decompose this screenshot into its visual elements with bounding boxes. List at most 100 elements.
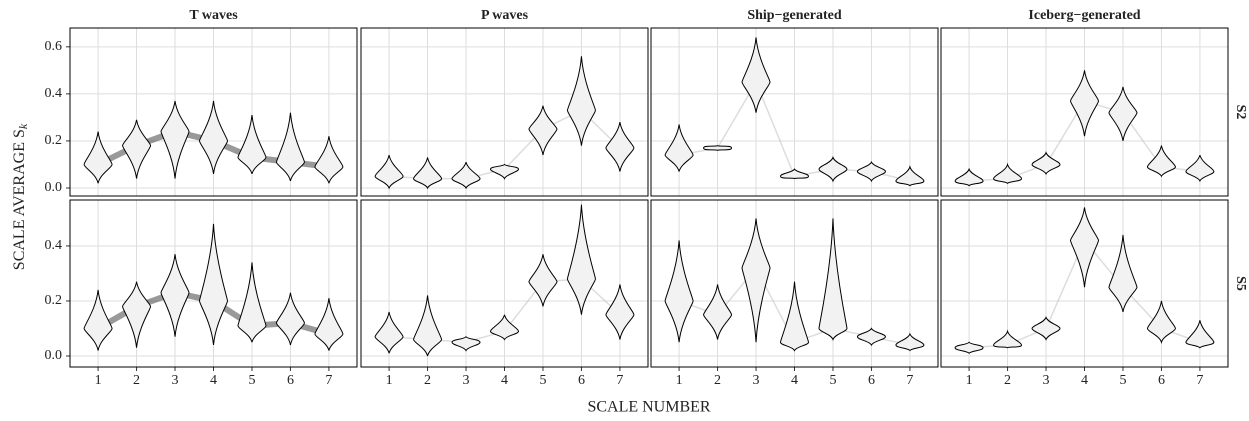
violin (1069, 207, 1100, 288)
column-title: P waves (481, 8, 529, 23)
y-axis-label-main: SCALE AVERAGE S (11, 129, 28, 270)
x-tick-label: 6 (1158, 373, 1165, 388)
violin (528, 105, 558, 156)
y-axis-label-sub: k (16, 123, 30, 129)
violin (237, 262, 267, 343)
violin (818, 155, 848, 183)
y-tick-label: 0.0 (45, 180, 63, 195)
panel-border (69, 199, 358, 368)
violin (1069, 70, 1100, 137)
violin (198, 100, 229, 174)
violin (122, 281, 152, 348)
violin (451, 161, 481, 190)
row-label: S2 (1233, 105, 1248, 120)
violin (275, 292, 305, 346)
violin (160, 100, 190, 179)
violin (993, 329, 1023, 349)
violin (954, 341, 984, 355)
violin (83, 289, 113, 351)
x-tick-label: 1 (966, 373, 973, 388)
row-label: S5 (1233, 276, 1248, 291)
violin (993, 162, 1023, 185)
violin (413, 157, 443, 190)
x-tick-label: 6 (868, 373, 875, 388)
panel-border (650, 199, 939, 368)
column-title: Ship−generated (747, 8, 842, 23)
x-tick-label: 3 (1043, 373, 1050, 388)
violin (451, 335, 481, 352)
violin (1146, 145, 1176, 178)
violin (566, 204, 596, 315)
violin (779, 168, 810, 180)
x-tick-label: 4 (210, 373, 217, 388)
violin (741, 37, 771, 113)
violin (664, 240, 694, 343)
violin (895, 164, 925, 187)
x-tick-label: 7 (1196, 373, 1203, 388)
panel-border (69, 27, 358, 197)
y-axis-label: SCALE AVERAGE Sk (11, 123, 30, 270)
violin (895, 332, 925, 352)
violin (856, 327, 886, 347)
violin (664, 124, 694, 172)
x-tick-label: 5 (1119, 373, 1126, 388)
violin (954, 167, 984, 187)
x-tick-label: 2 (133, 373, 140, 388)
violin (489, 314, 520, 341)
panel-border (940, 199, 1229, 368)
violin (605, 284, 635, 340)
x-tick-label: 7 (906, 373, 913, 388)
x-tick-label: 6 (287, 373, 294, 388)
x-tick-label: 5 (248, 373, 255, 388)
violin (818, 218, 848, 341)
violin (1185, 320, 1215, 349)
x-tick-label: 6 (578, 373, 585, 388)
panel-border (360, 199, 649, 368)
violin (122, 119, 152, 179)
column-title: T waves (189, 8, 238, 23)
y-tick-label: 0.6 (45, 39, 63, 54)
violin (703, 284, 733, 340)
violin (374, 154, 404, 190)
violin (275, 112, 305, 182)
y-tick-label: 0.4 (45, 238, 63, 253)
violin (741, 218, 771, 343)
y-tick-label: 0.2 (45, 293, 63, 308)
x-tick-label: 3 (172, 373, 179, 388)
violin (856, 160, 886, 183)
violin (314, 136, 344, 184)
violin (605, 122, 635, 172)
x-tick-label: 4 (1081, 373, 1088, 388)
violin (1031, 151, 1061, 176)
x-tick-label: 4 (791, 373, 798, 388)
violin (83, 131, 113, 184)
panel-border (650, 27, 939, 197)
column-title: Iceberg−generated (1028, 8, 1140, 23)
y-tick-label: 0.4 (45, 86, 63, 101)
violin (1108, 86, 1138, 142)
x-tick-label: 3 (753, 373, 760, 388)
x-tick-label: 2 (1004, 373, 1011, 388)
violin (779, 281, 810, 352)
x-tick-label: 5 (829, 373, 836, 388)
violin (413, 295, 443, 357)
x-tick-label: 2 (424, 373, 431, 388)
y-tick-label: 0.2 (45, 133, 63, 148)
violin (198, 223, 229, 346)
y-tick-label: 0.0 (45, 348, 63, 363)
violin (1146, 300, 1176, 345)
x-tick-label: 4 (501, 373, 508, 388)
x-tick-label: 5 (539, 373, 546, 388)
x-tick-label: 1 (95, 373, 102, 388)
x-tick-label: 7 (325, 373, 332, 388)
violin (1108, 234, 1138, 313)
violin (314, 298, 344, 351)
x-tick-label: 7 (616, 373, 623, 388)
violin (566, 56, 596, 146)
panel-border (940, 27, 1229, 197)
violin (703, 145, 733, 151)
violin (1031, 316, 1061, 341)
violin (237, 115, 267, 175)
